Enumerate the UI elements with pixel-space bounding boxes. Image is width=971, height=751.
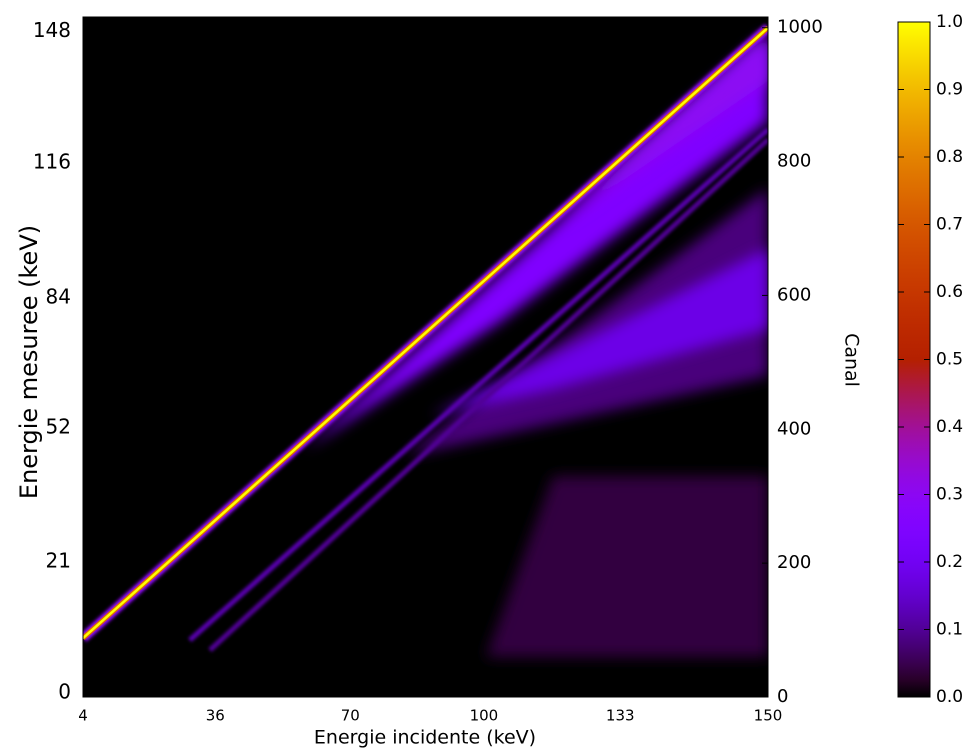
colorbar-tick-label: 0.8 (936, 147, 963, 167)
intensity-region (553, 34, 768, 229)
y-tick-label: 21 (46, 548, 71, 572)
y-tick-label: 52 (46, 414, 71, 438)
x-axis-title: Energie incidente (keV) (314, 727, 536, 749)
y2-tick-label: 0 (777, 686, 788, 707)
colorbar-tick-label: 0.9 (936, 80, 963, 100)
x-tick-label: 100 (470, 707, 499, 725)
intensity-line (208, 137, 768, 652)
y2-tick-label: 1000 (777, 17, 823, 38)
y2-tick-label: 400 (777, 418, 811, 439)
x-tick-label: 70 (341, 707, 360, 725)
colorbar-tick-label: 0.7 (936, 215, 963, 235)
peak-line (83, 26, 768, 640)
plot-area (83, 23, 768, 657)
colorbar-tick-label: 0.3 (936, 485, 963, 505)
y-tick-label: 148 (33, 18, 71, 42)
x-tick-label: 150 (754, 707, 783, 725)
intensity-region (432, 248, 768, 416)
intensity-region (485, 476, 768, 657)
y2-tick-label: 800 (777, 151, 811, 172)
x-tick-label: 36 (206, 707, 225, 725)
x-tick-label: 4 (78, 707, 88, 725)
colorbar-tick-label: 0.5 (936, 350, 963, 370)
colorbar-tick-label: 0.0 (936, 687, 963, 707)
colorbar-tick-label: 0.4 (936, 417, 963, 437)
y-tick-label: 0 (58, 679, 71, 703)
colorbar-tick-label: 1.0 (936, 12, 963, 32)
y-tick-label: 116 (33, 149, 71, 173)
y-tick-label: 84 (46, 285, 71, 309)
colorbar-tick-label: 0.2 (936, 552, 963, 572)
y-axis-title: Energie mesuree (keV) (15, 225, 43, 499)
intensity-region (304, 34, 768, 450)
x-tick-label: 133 (606, 707, 635, 725)
y2-axis-title: Canal (841, 333, 863, 387)
colorbar-tick-label: 0.1 (936, 620, 963, 640)
intensity-line (188, 127, 768, 642)
plot-frame (82, 16, 769, 698)
y2-tick-label: 600 (777, 284, 811, 305)
y2-tick-label: 200 (777, 552, 811, 573)
colorbar-tick-label: 0.6 (936, 282, 963, 302)
